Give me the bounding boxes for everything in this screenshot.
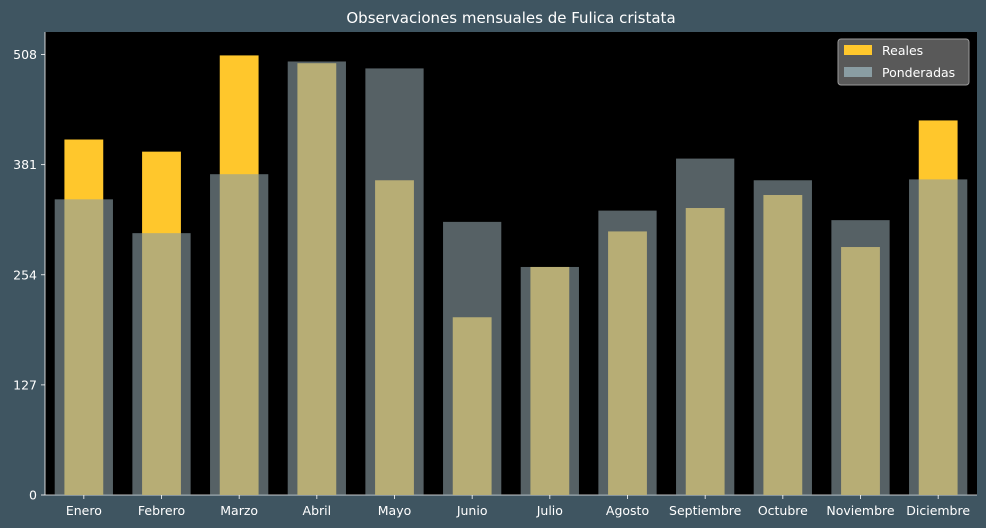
plot-area <box>45 32 977 495</box>
x-tick-label-7: Julio <box>536 503 563 518</box>
series-ponderadas <box>54 61 968 496</box>
y-tick-label-3: 381 <box>13 157 37 172</box>
x-tick-label-12: Diciembre <box>906 503 970 518</box>
legend-swatch-reales <box>844 45 872 55</box>
x-tick-label-1: Enero <box>66 503 102 518</box>
x-tick-label-6: Junio <box>456 503 488 518</box>
legend-swatch-ponderadas <box>844 67 872 77</box>
bar-ponderadas-9 <box>676 158 735 495</box>
legend: Reales Ponderadas <box>837 38 970 86</box>
x-axis-ticks: Enero Febrero Marzo Abril Mayo Junio Julio Agos… <box>66 495 970 518</box>
bar-ponderadas-10 <box>753 180 812 495</box>
bar-ponderadas-5 <box>365 68 424 495</box>
bar-ponderadas-4 <box>287 61 346 495</box>
bar-ponderadas-11 <box>831 220 890 495</box>
bar-ponderadas-6 <box>443 221 502 495</box>
bar-ponderadas-12 <box>909 179 968 495</box>
x-tick-label-2: Febrero <box>138 503 185 518</box>
x-tick-label-11: Noviembre <box>826 503 895 518</box>
y-tick-label-2: 254 <box>13 267 37 282</box>
bar-ponderadas-8 <box>598 210 657 496</box>
x-tick-label-8: Agosto <box>606 503 649 518</box>
x-tick-label-5: Mayo <box>378 503 412 518</box>
bar-ponderadas-3 <box>210 174 269 495</box>
y-tick-label-4: 508 <box>13 47 37 62</box>
x-tick-label-9: Septiembre <box>669 503 742 518</box>
x-tick-label-10: Octubre <box>758 503 808 518</box>
bar-ponderadas-1 <box>54 199 113 495</box>
y-tick-label-1: 127 <box>13 377 37 392</box>
y-axis-ticks: 0 127 254 381 508 <box>13 47 45 503</box>
chart-title: Observaciones mensuales de Fulica crista… <box>346 9 675 27</box>
y-tick-label-0: 0 <box>29 488 37 503</box>
x-tick-label-3: Marzo <box>220 503 258 518</box>
legend-label-ponderadas: Ponderadas <box>882 65 955 80</box>
x-tick-label-4: Abril <box>303 503 332 518</box>
legend-label-reales: Reales <box>882 43 923 58</box>
bar-ponderadas-2 <box>132 233 191 495</box>
bar-ponderadas-7 <box>520 266 579 495</box>
